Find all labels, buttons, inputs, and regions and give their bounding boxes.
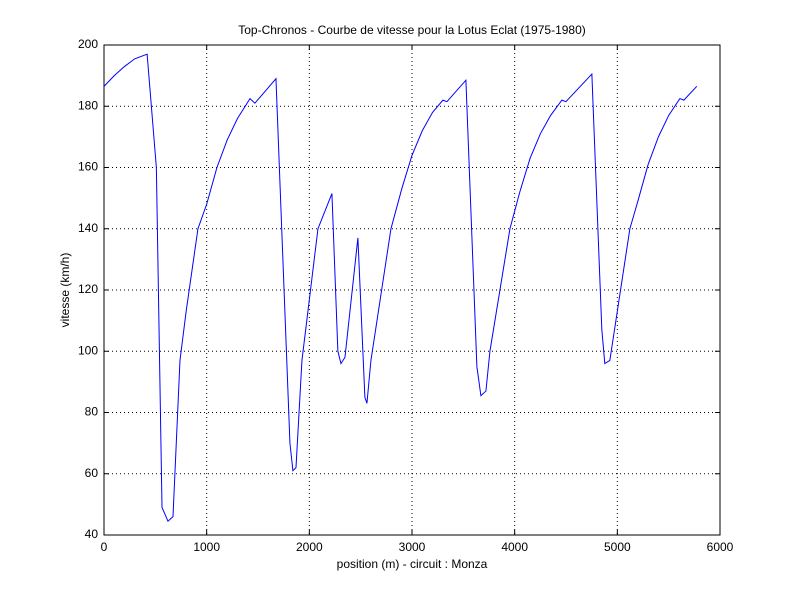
x-tick-label: 2000 xyxy=(296,540,323,554)
y-tick-label: 80 xyxy=(85,405,99,419)
y-tick-label: 200 xyxy=(78,37,98,51)
axes-box xyxy=(103,44,721,536)
x-axis-label: position (m) - circuit : Monza xyxy=(337,557,488,571)
x-tick-label: 6000 xyxy=(707,540,734,554)
y-tick-label: 40 xyxy=(85,527,99,541)
speed-line xyxy=(103,53,698,523)
y-tick-label: 60 xyxy=(85,466,99,480)
x-tick-label: 3000 xyxy=(399,540,426,554)
y-tick-label: 100 xyxy=(78,343,98,357)
x-tick-label: 4000 xyxy=(501,540,528,554)
y-tick-label: 120 xyxy=(78,282,98,296)
x-tick-label: 5000 xyxy=(604,540,631,554)
y-axis-label: vitesse (km/h) xyxy=(58,253,72,328)
y-tick-label: 140 xyxy=(78,221,98,235)
chart-title: Top-Chronos - Courbe de vitesse pour la … xyxy=(238,23,586,37)
y-tick-label: 180 xyxy=(78,98,98,112)
x-tick-label: 0 xyxy=(101,540,108,554)
x-tick-label: 1000 xyxy=(193,540,220,554)
y-tick-label: 160 xyxy=(78,160,98,174)
